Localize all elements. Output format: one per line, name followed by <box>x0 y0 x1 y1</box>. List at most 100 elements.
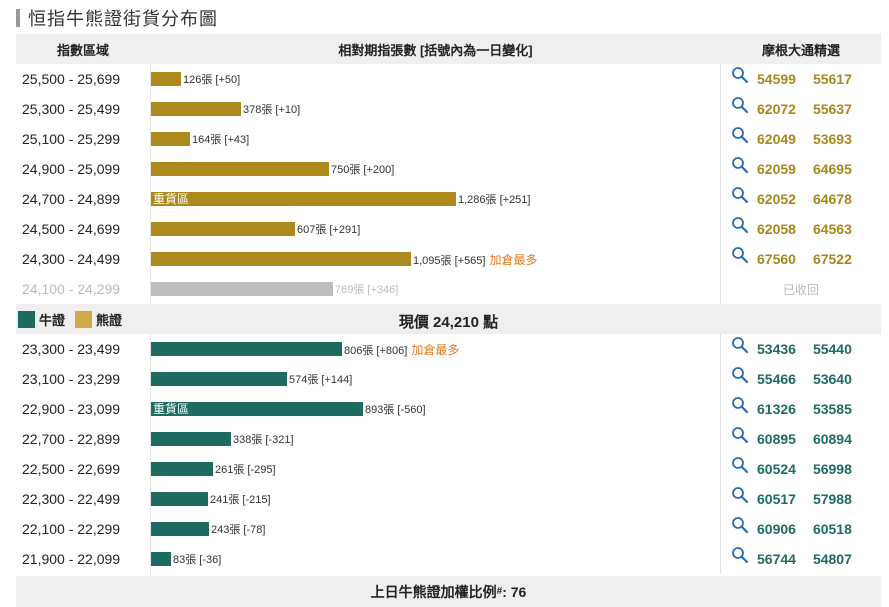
heavy-zone-label: 重貨區 <box>153 192 190 206</box>
contracts-label: 1,286張 [+251] <box>458 191 530 207</box>
warrant-code-link[interactable]: 53436 <box>757 341 796 357</box>
warrant-code-link[interactable]: 56744 <box>757 551 796 567</box>
contracts-label: 243張 [-78] <box>211 521 265 537</box>
warrant-code-link[interactable]: 57988 <box>812 491 852 507</box>
index-range: 22,300 - 22,499 <box>22 491 121 507</box>
warrant-code-link[interactable]: 53640 <box>812 371 852 387</box>
table-row: 21,900 - 22,099 83張 [-36] 56744 54807 <box>16 544 881 574</box>
contracts-label: 607張 [+291] <box>297 221 360 237</box>
contracts-value: 806張 [+806] <box>344 345 408 357</box>
contracts-label: 338張 [-321] <box>233 431 294 447</box>
bear-section: 25,500 - 25,699 126張 [+50] 54599 55617 25,30… <box>16 64 881 274</box>
warrant-code-link[interactable]: 67560 <box>757 251 796 267</box>
green-bar: 重貨區 <box>151 402 363 416</box>
contracts-label: 1,095張 [+565] 加倉最多 <box>413 251 538 268</box>
search-icon[interactable] <box>731 246 749 264</box>
index-range: 22,700 - 22,899 <box>22 431 121 447</box>
index-range: 22,900 - 23,099 <box>22 401 121 417</box>
warrant-code-link[interactable]: 64678 <box>812 191 852 207</box>
search-icon[interactable] <box>731 96 749 114</box>
bar-cell: 574張 [+144] <box>150 364 721 394</box>
grey-bar <box>151 282 333 296</box>
search-icon[interactable] <box>731 546 749 564</box>
warrant-code-link[interactable]: 55637 <box>812 101 852 117</box>
warrant-code-link[interactable]: 67522 <box>812 251 852 267</box>
contracts-value: 750張 [+200] <box>331 164 395 176</box>
recalled-status: 已收回 <box>782 282 819 297</box>
search-icon[interactable] <box>731 156 749 174</box>
warrant-picks: 55466 53640 <box>721 364 881 394</box>
contracts-label: 378張 [+10] <box>243 101 300 117</box>
bar-cell: 重貨區 893張 [-560] <box>150 394 721 424</box>
warrant-picks: 60895 60894 <box>721 424 881 454</box>
warrant-code-link[interactable]: 60895 <box>757 431 796 447</box>
warrant-code-link[interactable]: 60894 <box>812 431 852 447</box>
warrant-code-link[interactable]: 62058 <box>757 221 796 237</box>
search-icon[interactable] <box>731 396 749 414</box>
warrant-code-link[interactable]: 54599 <box>757 71 796 87</box>
gold-bar: 重貨區 <box>151 192 456 206</box>
table-row: 25,100 - 25,299 164張 [+43] 62049 53693 <box>16 124 881 154</box>
warrant-code-link[interactable]: 54807 <box>812 551 852 567</box>
warrant-code-link[interactable]: 55617 <box>812 71 852 87</box>
footer-text: 上日牛熊證加權比例 <box>370 583 497 600</box>
green-bar <box>151 372 287 386</box>
index-range: 22,100 - 22,299 <box>22 521 121 537</box>
index-range: 25,300 - 25,499 <box>22 101 121 117</box>
warrant-code-link[interactable]: 60518 <box>812 521 852 537</box>
bar-cell: 126張 [+50] <box>150 64 721 94</box>
table-row: 24,700 - 24,899 重貨區 1,286張 [+251] 62052 6467… <box>16 184 881 214</box>
search-icon[interactable] <box>731 456 749 474</box>
gold-bar <box>151 72 181 86</box>
warrant-code-link[interactable]: 62059 <box>757 161 796 177</box>
warrant-code-link[interactable]: 60517 <box>757 491 796 507</box>
bull-section: 23,300 - 23,499 806張 [+806] 加倉最多 53436 55440… <box>16 334 881 574</box>
warrant-code-link[interactable]: 56998 <box>812 461 852 477</box>
table-header: 指數區域 相對期指張數 [括號內為一日變化] 摩根大通精選 <box>16 34 881 64</box>
search-icon[interactable] <box>731 336 749 354</box>
warrant-code-link[interactable]: 61326 <box>757 401 796 417</box>
bar-cell: 164張 [+43] <box>150 124 721 154</box>
contracts-label: 769張 [+346] <box>335 281 398 297</box>
green-bar <box>151 432 231 446</box>
contracts-value: 338張 [-321] <box>233 434 294 446</box>
header-picks: 摩根大通精選 <box>761 42 840 58</box>
search-icon[interactable] <box>731 66 749 84</box>
search-icon[interactable] <box>731 366 749 384</box>
contracts-value: 164張 [+43] <box>192 134 250 146</box>
contracts-value: 243張 [-78] <box>211 524 266 536</box>
legend-bull: 牛證 <box>39 313 66 328</box>
bar-cell: 243張 [-78] <box>150 514 721 544</box>
bear-swatch <box>75 311 93 328</box>
warrant-code-link[interactable]: 53693 <box>812 131 852 147</box>
green-bar <box>151 552 171 566</box>
table-row: 23,100 - 23,299 574張 [+144] 55466 53640 <box>16 364 881 394</box>
bar-cell: 重貨區 1,286張 [+251] <box>150 184 721 214</box>
table-row: 25,500 - 25,699 126張 [+50] 54599 55617 <box>16 64 881 94</box>
warrant-code-link[interactable]: 62049 <box>757 131 796 147</box>
warrant-code-link[interactable]: 60524 <box>757 461 796 477</box>
contracts-value: 893張 [-560] <box>365 404 426 416</box>
table-row: 24,300 - 24,499 1,095張 [+565] 加倉最多 67560 675… <box>16 244 881 274</box>
search-icon[interactable] <box>731 216 749 234</box>
contracts-value: 261張 [-295] <box>215 464 276 476</box>
green-bar <box>151 462 213 476</box>
search-icon[interactable] <box>731 126 749 144</box>
warrant-code-link[interactable]: 62052 <box>757 191 796 207</box>
warrant-code-link[interactable]: 64695 <box>812 161 852 177</box>
bull-swatch <box>18 311 35 328</box>
warrant-code-link[interactable]: 55466 <box>757 371 796 387</box>
contracts-label: 806張 [+806] 加倉最多 <box>344 341 459 358</box>
search-icon[interactable] <box>731 486 749 504</box>
warrant-code-link[interactable]: 55440 <box>812 341 852 357</box>
warrant-code-link[interactable]: 60906 <box>757 521 796 537</box>
warrant-picks: 已收回 <box>721 274 881 304</box>
search-icon[interactable] <box>731 516 749 534</box>
warrant-code-link[interactable]: 53585 <box>812 401 852 417</box>
green-bar <box>151 492 208 506</box>
search-icon[interactable] <box>731 426 749 444</box>
search-icon[interactable] <box>731 186 749 204</box>
warrant-code-link[interactable]: 62072 <box>757 101 796 117</box>
warrant-code-link[interactable]: 64563 <box>812 221 852 237</box>
contracts-value: 574張 [+144] <box>289 374 353 386</box>
